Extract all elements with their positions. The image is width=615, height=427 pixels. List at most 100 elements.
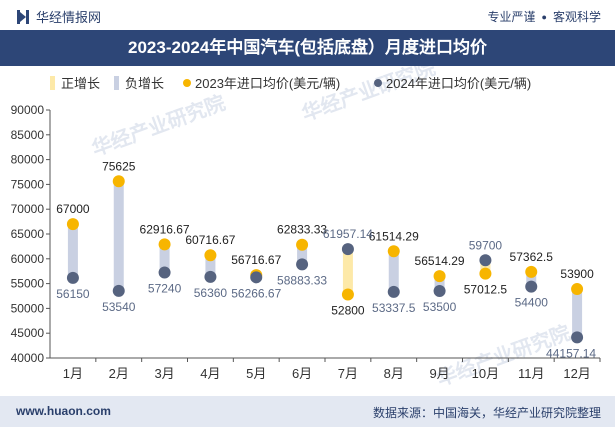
y-tick-label: 40000: [11, 351, 45, 365]
x-tick-label: 9月: [429, 366, 449, 381]
negative-growth-bar: [526, 271, 537, 287]
point-2024: [479, 254, 492, 267]
label-2023: 53900: [560, 267, 594, 281]
y-tick-label: 60000: [11, 252, 45, 266]
label-2024: 56266.67: [231, 286, 281, 300]
label-2023: 57362.5: [510, 250, 554, 264]
label-2023: 52800: [331, 304, 365, 318]
negative-growth-bar: [205, 255, 216, 277]
point-2023: [204, 249, 217, 262]
huajing-logo-icon: [17, 9, 29, 24]
negative-growth-bar: [572, 289, 583, 338]
x-tick-label: 10月: [472, 366, 499, 381]
chart-area: 华经产业研究院 华经产业研究院 华经产业研究院 正增长 负增长 2023年进口均价(美元/…: [0, 55, 615, 396]
point-2024: [66, 271, 79, 284]
y-tick-label: 65000: [11, 227, 45, 241]
positive-growth-bar: [342, 249, 353, 295]
x-tick-label: 6月: [292, 366, 312, 381]
legend-swatch: [114, 76, 119, 90]
y-tick-label: 85000: [11, 128, 45, 142]
x-tick-label: 5月: [246, 366, 266, 381]
x-tick-label: 8月: [384, 366, 404, 381]
label-2024: 59700: [469, 238, 503, 252]
negative-growth-bar: [297, 244, 308, 265]
label-2023: 62916.67: [140, 222, 190, 236]
brand-name: 华经情报网: [36, 10, 102, 25]
point-2023: [433, 270, 446, 283]
point-2023: [387, 245, 400, 258]
negative-growth-bar: [159, 244, 170, 273]
slogan: 专业严谨 ● 客观科学: [488, 8, 601, 25]
y-tick-label: 55000: [11, 277, 45, 291]
point-2023: [571, 283, 584, 296]
chart-title: 2023-2024年中国汽车(包括底盘）月度进口均价: [128, 38, 487, 57]
label-2024: 53500: [423, 300, 457, 314]
legend-label: 负增长: [125, 76, 164, 91]
y-tick-label: 50000: [11, 301, 45, 315]
point-2023: [158, 238, 171, 251]
point-2024: [571, 331, 584, 344]
label-2023: 62833.33: [277, 223, 327, 237]
label-2024: 53337.5: [372, 301, 416, 315]
chart-title-bar: 2023-2024年中国汽车(包括底盘）月度进口均价: [0, 30, 615, 66]
point-2024: [112, 284, 125, 297]
bullet-icon: ●: [541, 11, 547, 22]
legend-marker: [183, 79, 191, 87]
negative-growth-bar: [434, 276, 445, 292]
point-2023: [479, 267, 492, 280]
point-2023: [296, 238, 309, 251]
footer: www.huaon.com 数据来源：中国海关，华经产业研究院整理: [0, 396, 615, 427]
y-tick-label: 90000: [11, 103, 45, 117]
label-2024: 56150: [56, 287, 90, 301]
label-2024: 44157.14: [546, 346, 596, 360]
point-2023: [66, 218, 79, 231]
point-2023: [341, 288, 354, 301]
brand[interactable]: 华经情报网: [16, 7, 101, 26]
point-2024: [296, 258, 309, 271]
y-tick-label: 80000: [11, 153, 45, 167]
x-tick-label: 11月: [518, 366, 545, 381]
legend-swatch: [50, 76, 55, 90]
slogan-a: 专业严谨: [487, 10, 536, 24]
slogan-b: 客观科学: [552, 10, 601, 24]
footer-source: 数据来源：中国海关，华经产业研究院整理: [372, 406, 601, 420]
x-tick-label: 7月: [338, 366, 358, 381]
label-2023: 60716.67: [185, 233, 235, 247]
label-2024: 54400: [515, 296, 549, 310]
point-2024: [387, 285, 400, 298]
label-2024: 61957.14: [323, 227, 373, 241]
label-2023: 57012.5: [464, 283, 508, 297]
point-2024: [525, 280, 538, 293]
point-2023: [525, 265, 538, 278]
negative-growth-bar: [67, 224, 78, 278]
footer-url[interactable]: www.huaon.com: [16, 404, 111, 418]
x-tick-label: 1月: [63, 366, 83, 381]
legend-label: 正增长: [61, 76, 100, 91]
label-2023: 56514.29: [415, 254, 465, 268]
watermark: 华经产业研究院: [299, 66, 439, 126]
label-2023: 75625: [102, 159, 136, 173]
top-bar: 华经情报网 专业严谨 ● 客观科学: [0, 0, 615, 30]
point-2024: [158, 266, 171, 279]
legend-label: 2024年进口均价(美元/辆): [386, 76, 531, 91]
x-tick-label: 2月: [109, 366, 129, 381]
label-2024: 57240: [148, 281, 182, 295]
point-2024: [433, 285, 446, 298]
label-2023: 56716.67: [231, 253, 281, 267]
legend-marker: [374, 79, 382, 87]
label-2023: 67000: [56, 202, 90, 216]
label-2023: 61514.29: [369, 229, 419, 243]
y-tick-label: 75000: [11, 177, 45, 191]
x-tick-label: 4月: [200, 366, 220, 381]
negative-growth-bar: [113, 181, 124, 291]
negative-growth-bar: [388, 251, 399, 292]
positive-growth-bar: [480, 260, 491, 274]
x-tick-label: 3月: [154, 366, 174, 381]
y-tick-label: 70000: [11, 202, 45, 216]
label-2024: 56360: [194, 286, 228, 300]
y-tick-label: 45000: [11, 326, 45, 340]
point-2023: [112, 175, 125, 188]
x-tick-label: 12月: [563, 366, 590, 381]
point-2024: [341, 243, 354, 256]
